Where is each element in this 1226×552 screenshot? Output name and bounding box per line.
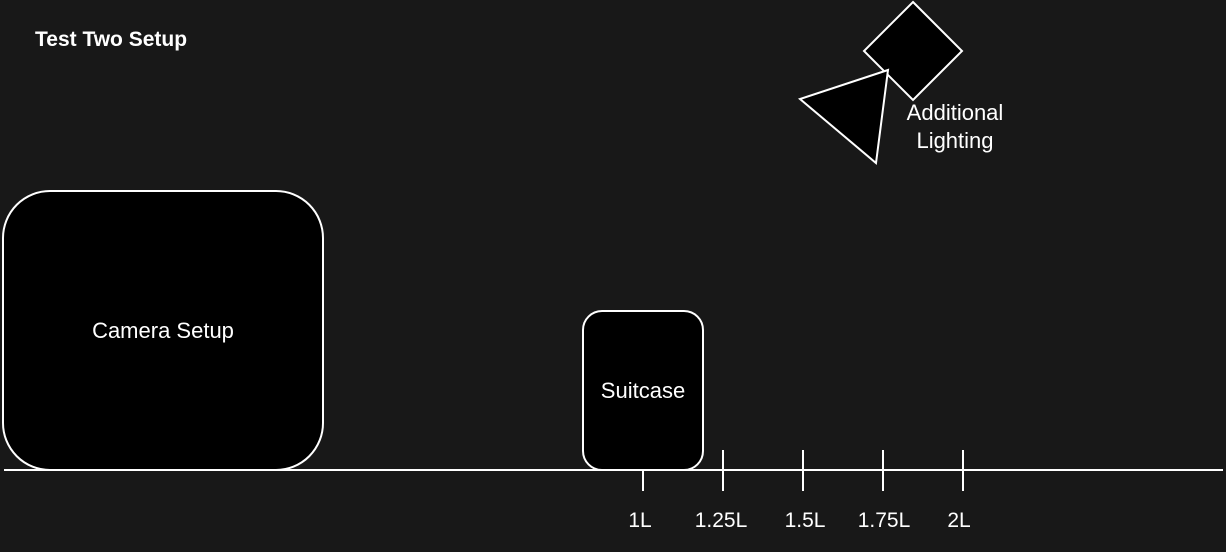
lighting-label-line1: Additional [906, 100, 1004, 125]
camera-setup-box: Camera Setup [2, 190, 324, 471]
light-diamond-icon [862, 0, 964, 102]
tick-label-1-25l: 1.25L [694, 509, 748, 532]
tick-label-2l: 2L [947, 509, 971, 532]
suitcase-box: Suitcase [582, 310, 704, 471]
diagram-title: Test Two Setup [35, 28, 188, 51]
tick-label-1-5l: 1.5L [784, 509, 826, 532]
tick-label-1-75l: 1.75L [857, 509, 911, 532]
suitcase-label: Suitcase [600, 377, 686, 403]
tick-label-1l: 1L [628, 509, 652, 532]
lighting-label-line2: Lighting [916, 128, 994, 153]
camera-setup-label: Camera Setup [92, 317, 234, 343]
additional-lighting-label: Additional Lighting [895, 99, 1015, 155]
light-spot-triangle-icon [797, 68, 890, 165]
